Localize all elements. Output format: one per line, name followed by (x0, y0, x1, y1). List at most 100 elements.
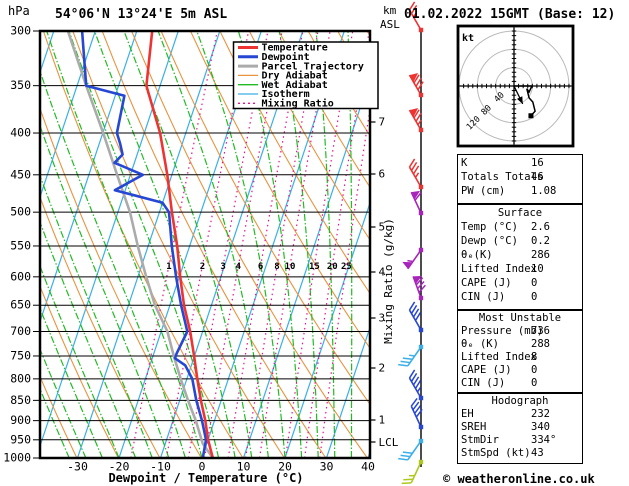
table-header: Most Unstable (478, 312, 562, 324)
metric-label: CIN (J) (461, 377, 506, 389)
hodograph-table: Hodograph EH 232 SREH 340 StmDir 334° StmSpd (k… (457, 393, 583, 464)
mixing-ratio-line (258, 31, 331, 458)
mixing-ratio-label: 3 (220, 262, 225, 272)
mixing-ratio-label: 6 (258, 262, 263, 272)
mixing-ratio-label: 4 (236, 262, 242, 272)
metric-value: 46 (531, 171, 544, 183)
wind-barb (398, 438, 424, 461)
metric-label: EH (461, 408, 474, 420)
copyright: © weatheronline.co.uk (443, 472, 595, 486)
metric-label: Temp (°C) (461, 221, 518, 233)
mixing-ratio-axis-label: Mixing Ratio (g/kg) (382, 218, 395, 344)
isotherm-line (325, 325, 370, 458)
metric-label: Pressure (mb) (461, 325, 544, 337)
parcel-trajectory-curve (66, 31, 214, 458)
wind-barb-flag (409, 72, 419, 83)
wind-barb-glyph (408, 107, 422, 131)
pressure-tick-label: 700 (10, 324, 31, 338)
wet-adiabat-line (93, 31, 236, 458)
wind-barb-feather (417, 280, 425, 290)
table-row: Lifted Index 8 (461, 351, 579, 364)
km-tick-label: 3 (379, 312, 386, 325)
metric-value: 232 (531, 408, 550, 420)
pressure-tick-label: 800 (10, 371, 31, 385)
legend-item-label: Dewpoint (262, 51, 310, 63)
wind-barb-flag (402, 261, 413, 269)
wind-barb-feather (417, 81, 424, 91)
temperature-curve (145, 31, 215, 458)
wind-barb-station-dot (418, 27, 424, 33)
wind-barb-feather (413, 74, 420, 84)
isotherm-line (284, 201, 370, 458)
wind-barb-glyph (408, 1, 422, 31)
wind-barb (408, 72, 424, 98)
metric-label: Lifted Index (461, 351, 537, 363)
wind-barb-feather (410, 372, 418, 382)
table-row: Lifted Index 10 (461, 262, 579, 276)
wind-barb-glyph (410, 398, 423, 428)
mixing-ratio-line (245, 31, 319, 458)
wind-barb-half-feather (409, 474, 415, 477)
pressure-tick-label: 950 (10, 432, 31, 446)
temperature-tick-label: -30 (67, 460, 88, 474)
wet-adiabat-line (40, 69, 186, 458)
hodograph-trace (514, 85, 536, 117)
wet-adiabat-line (40, 387, 70, 458)
storm-motion-arrowhead (516, 96, 523, 104)
legend-item-label: Mixing Ratio (262, 98, 334, 110)
wind-barb (401, 459, 424, 485)
dry-adiabat-line (219, 31, 370, 295)
metric-label: K (461, 157, 468, 169)
wind-barb-feather (402, 357, 413, 361)
table-row: K 16 (461, 156, 579, 170)
mixing-ratio-value-labels: 1 2 3 4 6 8 10 15 20 25 (166, 262, 352, 272)
wind-barb-feather (415, 277, 424, 286)
pressure-tick-label: 300 (10, 24, 31, 38)
datetime-title: 01.02.2022 15GMT (Base: 12) (404, 7, 615, 22)
wind-barb (408, 158, 424, 190)
temperature-tick-label: 40 (361, 460, 375, 474)
table-row: CAPE (J) 0 (461, 276, 579, 290)
wind-barb (398, 344, 424, 367)
axis-ticks-and-labels: 3003504004505005506006507007508008509009… (3, 24, 385, 474)
pressure-tick-label: 650 (10, 298, 31, 312)
wind-barb-feather (412, 376, 420, 386)
mixing-ratio-line (130, 31, 218, 458)
wind-barb-flag (413, 275, 422, 284)
mixing-ratio-label: 10 (285, 262, 296, 272)
wind-barb-glyph (408, 369, 422, 399)
temperature-tick-label: 30 (320, 460, 334, 474)
wind-barb (408, 1, 424, 33)
table-row: Pressure (mb) 736 (461, 325, 579, 338)
mixing-ratio-label: 20 (327, 262, 338, 272)
metric-value: 0.2 (531, 235, 550, 247)
wind-barb-glyph (408, 158, 422, 188)
wind-barb-half-feather (412, 11, 418, 18)
mixing-ratio-label: 15 (309, 262, 320, 272)
metric-value: 8 (531, 351, 538, 363)
legend-item-label: Wet Adiabat (262, 79, 328, 91)
most-unstable-table: Most Unstable Pressure (mb) 736 θₑ (K) 288 Li… (457, 310, 583, 393)
wind-barb-station-dot (418, 438, 424, 444)
wind-barb-feather (398, 457, 408, 461)
metric-label: CAPE (J) (461, 364, 512, 376)
wind-barb-column (398, 1, 426, 485)
pressure-unit-label: hPa (8, 4, 30, 18)
wind-barb-half-feather (416, 386, 422, 393)
wind-barb-feather (410, 4, 418, 14)
dry-adiabat-line (40, 375, 78, 458)
dry-adiabat-line (278, 31, 370, 189)
mixing-ratio-label: 8 (274, 262, 279, 272)
plot-border (38, 29, 372, 460)
wind-barb-station-dot (418, 424, 424, 430)
temperature-tick-label: -10 (150, 460, 171, 474)
table-row: PW (cm) 1.08 (461, 184, 579, 198)
plot-frame (38, 29, 372, 460)
isotherm-line (40, 31, 179, 448)
table-row: CAPE (J) 0 (461, 364, 579, 377)
station-title: 54°06'N 13°24'E 5m ASL (55, 7, 227, 22)
temperature-tick-label: 0 (199, 460, 206, 474)
